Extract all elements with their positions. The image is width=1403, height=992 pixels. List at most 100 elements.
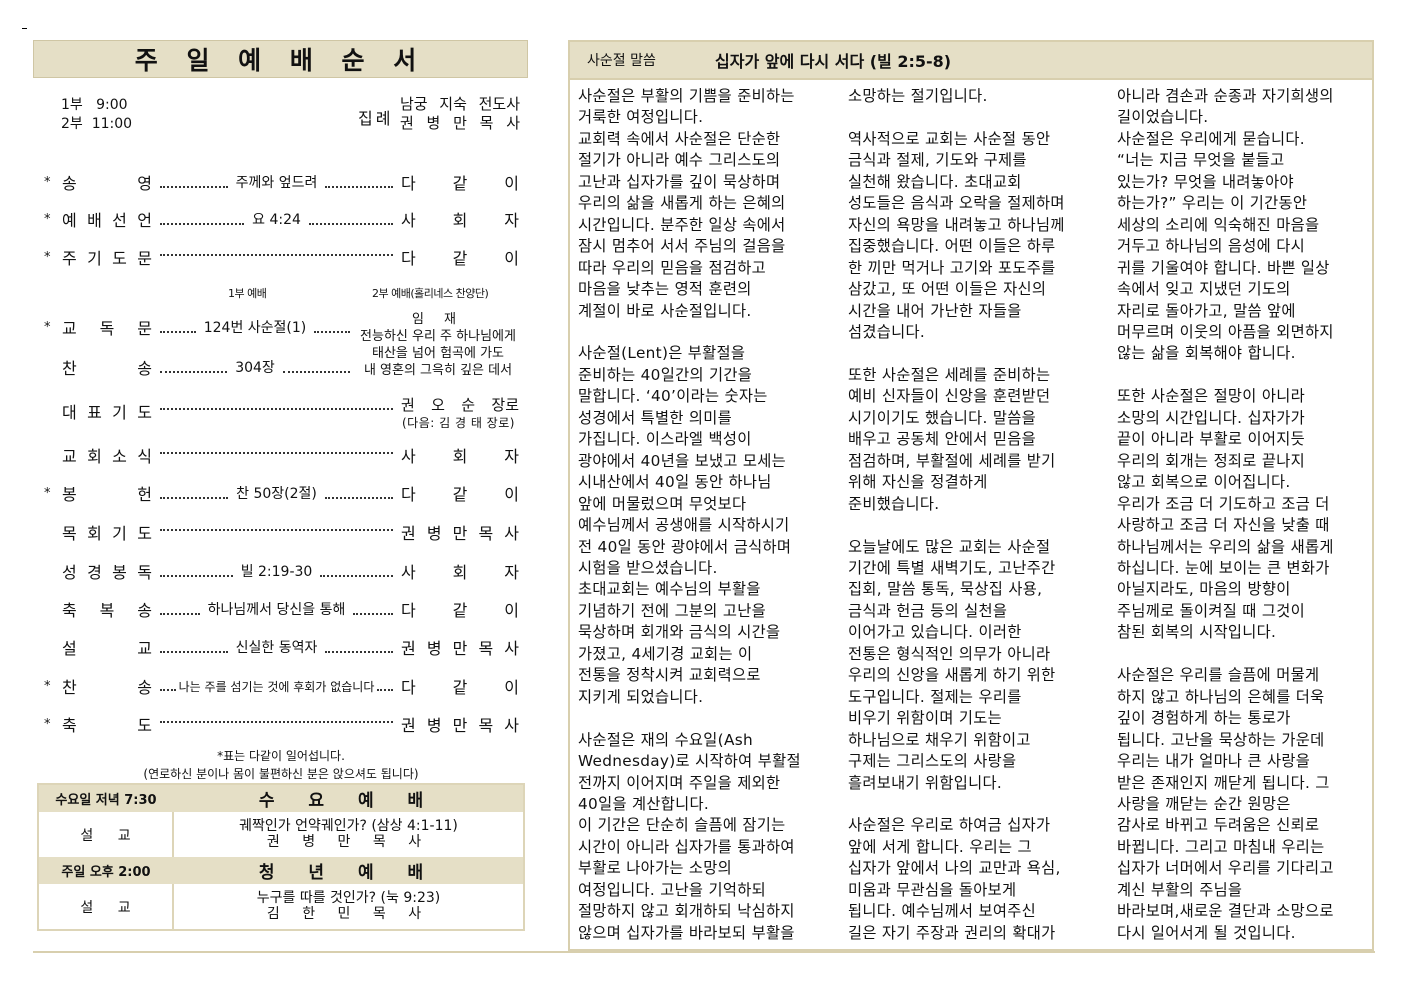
- program-item-label: 대 표 기 도: [62, 403, 152, 422]
- dot-leader: [325, 186, 394, 188]
- message-column-1: 사순절은 부활의 기쁨을 준비하는 거룩한 여정입니다. 교회력 속에서 사순절은 …: [578, 86, 840, 944]
- program-item-detail: [160, 254, 393, 260]
- message-line: 부활로 나아가는 소망의: [578, 859, 733, 878]
- program-item-leader: 권 병 만 목 사: [401, 716, 519, 735]
- message-line: 사순절은 재의 수요일(Ash: [578, 730, 753, 749]
- program-item-leader: 다 같 이: [401, 249, 519, 268]
- message-line: 자신의 욕망을 내려놓고 하나님께: [848, 215, 1065, 234]
- message-line: 초대교회는 예수님의 부활을: [578, 580, 761, 599]
- program-item-content: 빌 2:19-30: [240, 564, 313, 580]
- program-item-content: 나는 주를 섬기는 것에 후회가 없습니다: [178, 679, 375, 694]
- message-line: 기념하기 전에 그분의 고난을: [578, 601, 766, 620]
- program-item-leader: 사 회 자: [401, 211, 519, 230]
- message-line: 전통은 형식적인 의무가 아니라: [848, 644, 1051, 663]
- dot-leader: [160, 497, 229, 499]
- message-line: 우리의 회개는 정죄로 끝나지: [1117, 451, 1305, 470]
- message-line: 사순절(Lent)은 부활절을: [578, 344, 746, 363]
- message-line: 하나님으로 채우기 위함이고: [848, 730, 1031, 749]
- sermon-cell: 누구를 따를 것인가? (눅 9:23) 김 한 민 목 사: [174, 884, 523, 929]
- program-item-leader: 사 회 자: [401, 563, 519, 582]
- paragraph-break: [578, 322, 840, 343]
- program-row: * 찬 송 나는 주를 섬기는 것에 후회가 없습니다 다 같 이: [42, 675, 522, 697]
- program-item-detail: 124번 사순절(1): [160, 317, 350, 337]
- youth-service-header: 주일 오후 2:00 청 년 예 배: [39, 857, 523, 884]
- message-line: 절기가 아니라 예수 그리스도의: [578, 151, 781, 170]
- program-item-label: 성 경 봉 독: [62, 563, 152, 582]
- program-item-leader: 권 병 만 목 사: [401, 524, 519, 543]
- message-line: 앞에 서게 합니다. 우리는 그: [848, 837, 1032, 856]
- standing-marker: *: [44, 678, 51, 694]
- message-line: 우리의 신앙을 새롭게 하기 위한: [848, 666, 1056, 685]
- message-line: 또한 사순절은 세례를 준비하는: [848, 365, 1051, 384]
- worship-order-title: 주 일 예 배 순 서: [33, 40, 528, 78]
- dot-leader: [320, 575, 394, 577]
- program-item-leader: 다 같 이: [401, 174, 519, 193]
- message-line: 아닐지라도, 마음의 방향이: [1117, 580, 1291, 599]
- program-item-leader: 권 오 순 장로: [401, 395, 519, 414]
- message-line: 시간이 아니라 십자가를 통과하여: [578, 837, 795, 856]
- message-line: 우리는 내가 얼마나 큰 사랑을: [1117, 752, 1311, 771]
- program-item-detail: 찬 50장(2절): [160, 483, 393, 503]
- dot-leader: [324, 497, 393, 499]
- presiders: 남궁 지숙 전도사 권 병 만 목 사: [400, 95, 520, 133]
- message-line: 자리로 돌아가고, 말씀 앞에: [1117, 301, 1296, 320]
- choir-block: 임 재 전능하신 우리 주 하나님에게 태산을 넘어 험곡에 가도 내 영혼의 …: [352, 311, 524, 379]
- program-item-label: 교 회 소 식: [62, 447, 152, 466]
- choir-line: 전능하신 우리 주 하나님에게: [360, 329, 516, 344]
- message-line: 또한 사순절은 절망이 아니라: [1117, 387, 1305, 406]
- message-line: 점검하며, 부활절에 세례를 받기: [848, 451, 1056, 470]
- message-line: Wednesday)로 시작하여 부활절: [578, 752, 801, 771]
- program-item-detail: [160, 452, 393, 458]
- message-line: 거두고 하나님의 음성에 다시: [1117, 237, 1305, 256]
- message-line: 사순절은 우리를 슬픔에 머물게: [1117, 666, 1320, 685]
- wednesday-service-header: 수요일 저녁 7:30 수 요 예 배: [39, 785, 523, 812]
- presider-1: 남궁 지숙 전도사: [400, 95, 520, 113]
- message-line: 한 끼만 먹거나 고기와 포도주를: [848, 258, 1056, 277]
- bottom-rule: [33, 951, 1375, 953]
- message-line: 배우고 공동체 안에서 믿음을: [848, 430, 1036, 449]
- message-line: 실천해 왔습니다. 초대교회: [848, 172, 1022, 191]
- dot-leader: [377, 688, 393, 691]
- message-line: 깊이 경험하게 하는 통로가: [1117, 709, 1291, 728]
- standing-marker: *: [44, 319, 51, 335]
- message-line: 속에서 잊고 지냈던 기도의: [1117, 280, 1291, 299]
- message-line: 예수님께서 공생애를 시작하시기: [578, 516, 790, 535]
- dot-leader: [160, 688, 176, 691]
- message-line: 위해 자신을 정결하게: [848, 473, 988, 492]
- paragraph-break: [848, 794, 1110, 815]
- program-item-content: 요 4:24: [252, 212, 301, 228]
- service-time: 수요일 저녁 7:30: [55, 793, 157, 808]
- program-item-detail: 요 4:24: [160, 209, 393, 229]
- program-item-detail: [160, 721, 393, 727]
- message-line: 사순절은 우리로 하여금 십자가: [848, 816, 1051, 835]
- paragraph-break: [848, 107, 1110, 128]
- program-item-label: 송 영: [62, 174, 152, 193]
- dot-leader: [282, 371, 351, 373]
- program-item-label: 봉 헌: [62, 485, 152, 504]
- program-row: 성 경 봉 독 빌 2:19-30 사 회 자: [42, 560, 522, 582]
- message-line: 오늘날에도 많은 교회는 사순절: [848, 537, 1051, 556]
- message-line: 금식과 헌금 등의 실천을: [848, 601, 1008, 620]
- message-column-3: 아니라 겸손과 순종과 자기희생의 길이었습니다. 사순절은 우리에게 묻습니다. “…: [1117, 86, 1379, 944]
- message-line: 하는가?” 우리는 이 기간동안: [1117, 194, 1308, 213]
- dot-leader: [160, 721, 393, 723]
- paragraph-break: [848, 343, 1110, 364]
- message-line: 섬겼습니다.: [848, 322, 926, 341]
- next-prayer: (다음: 김 경 태 장로): [402, 416, 515, 430]
- program-item-leader: 다 같 이: [401, 485, 519, 504]
- message-line: 광야에서 40년을 보냈고 모세는: [578, 451, 787, 470]
- message-line: 우리가 조금 더 기도하고 조금 더: [1117, 494, 1330, 513]
- paragraph-break: [1117, 644, 1379, 665]
- message-line: 가집니다. 이스라엘 백성이: [578, 430, 752, 449]
- message-line: 예비 신자들이 신앙을 훈련받던: [848, 387, 1051, 406]
- message-line: 바뀝니다. 그리고 마침내 우리는: [1117, 837, 1325, 856]
- message-line: 십자가 너머에서 우리를 기다리고: [1117, 859, 1334, 878]
- seating-note: (연로하신 분이나 몸이 불편하신 분은 앉으셔도 됩니다): [143, 767, 419, 781]
- message-line: 귀를 기울여야 합니다. 바쁜 일상: [1117, 258, 1330, 277]
- message-line: 시기이기도 했습니다. 말씀을: [848, 408, 1036, 427]
- service2-label: 2부 예배(홀리네스 찬양단): [372, 287, 489, 300]
- message-line: 사랑하고 조금 더 자신을 낮출 때: [1117, 516, 1330, 535]
- choir-line: 태산을 넘어 험곡에 가도: [372, 346, 504, 361]
- program-row: * 교 독 문 124번 사순절(1): [42, 316, 522, 338]
- role: 설 교: [39, 884, 174, 929]
